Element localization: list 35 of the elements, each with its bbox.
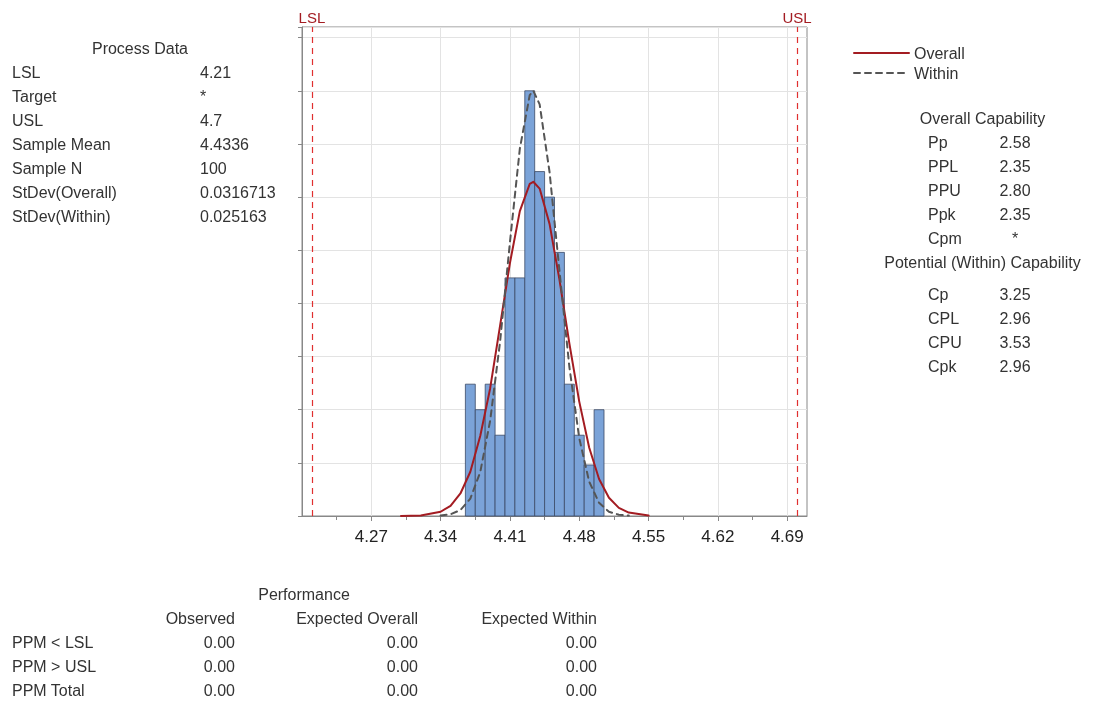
text: Cp 3.25 [928, 286, 1031, 303]
legend-label: Within [914, 64, 959, 82]
text: Target * [12, 88, 207, 106]
x-tick-label: 4.48 [562, 527, 596, 546]
text: USL 4.7 [12, 112, 223, 130]
text: StDev(Within) 0.025163 [12, 208, 267, 226]
text: Pp 2.58 [928, 134, 1031, 151]
text: Overall Capability [918, 110, 1047, 128]
text: Performance [257, 586, 351, 604]
text: PPU 2.80 [928, 182, 1031, 199]
text: PPM Total 0.00 0.00 0.00 [12, 682, 597, 699]
x-tick-label: 4.27 [354, 527, 388, 546]
text: Process Data [90, 40, 189, 58]
x-tick-label: 4.41 [493, 527, 527, 546]
x-tick-label: 4.62 [701, 527, 735, 546]
text: CPL 2.96 [928, 310, 1031, 327]
text: Sample Mean 4.4336 [12, 136, 249, 154]
text: PPM > USL 0.00 0.00 0.00 [12, 658, 597, 675]
ref-line-label: LSL [298, 9, 326, 26]
text: Cpm * [928, 230, 1019, 247]
text: Ppk 2.35 [928, 206, 1031, 223]
text: Sample N 100 [12, 160, 227, 178]
text: Observed Expected Overall Expected Within [165, 610, 597, 627]
text: Potential (Within) Capability [883, 254, 1082, 272]
text: StDev(Overall) 0.0316713 [12, 184, 276, 202]
text: CPU 3.53 [928, 334, 1031, 351]
legend-label: Overall [914, 44, 965, 62]
x-tick-label: 4.69 [770, 527, 804, 546]
text: PPM < LSL 0.00 0.00 0.00 [12, 634, 597, 651]
text: Cpk 2.96 [928, 358, 1031, 375]
ref-line-label: USL [782, 9, 812, 26]
x-tick-label: 4.34 [424, 527, 458, 546]
text: PPL 2.35 [928, 158, 1031, 175]
x-tick-label: 4.55 [632, 527, 666, 546]
text: LSL 4.21 [12, 64, 232, 82]
